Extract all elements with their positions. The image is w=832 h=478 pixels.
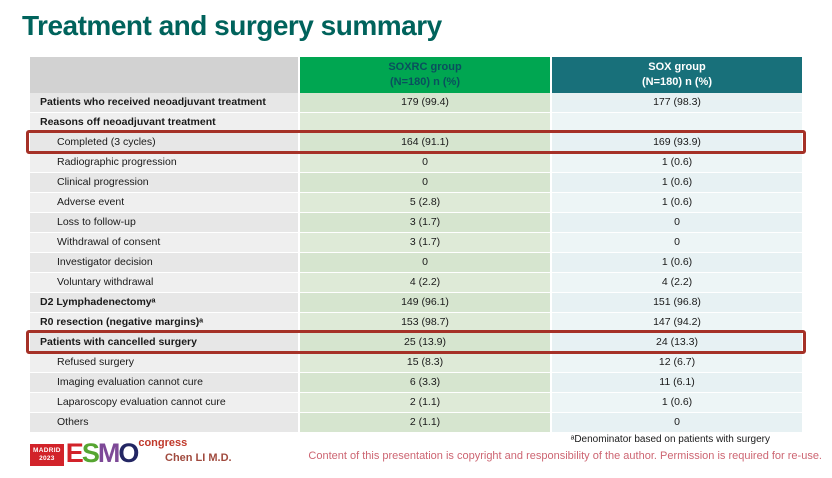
table-body: Patients who received neoadjuvant treatm… [26, 93, 806, 433]
cell-soxrc: 0 [300, 253, 552, 273]
esmo-letter-s: S [81, 438, 100, 468]
table-row: Imaging evaluation cannot cure 6 (3.3) 1… [30, 373, 802, 393]
cell-sox: 1 (0.6) [552, 153, 802, 173]
table-row: Laparoscopy evaluation cannot cure 2 (1.… [30, 393, 802, 413]
cell-soxrc: 3 (1.7) [300, 233, 552, 253]
header-soxrc-line1: SOXRC group [388, 61, 462, 74]
table-row: D2 Lymphadenectomyᵃ 149 (96.1) 151 (96.8… [30, 293, 802, 313]
table-row: Others 2 (1.1) 0 [30, 413, 802, 433]
cell-sox: 4 (2.2) [552, 273, 802, 293]
cell-soxrc: 15 (8.3) [300, 353, 552, 373]
cell-sox: 1 (0.6) [552, 393, 802, 413]
row-label: Radiographic progression [30, 153, 300, 173]
table-header: SOXRC group (N=180) n (%) SOX group (N=1… [30, 57, 802, 93]
madrid-year: 2023 [39, 455, 55, 463]
cell-sox: 24 (13.3) [552, 333, 802, 353]
row-label: Clinical progression [30, 173, 300, 193]
header-sox-group: SOX group (N=180) n (%) [552, 57, 802, 93]
congress-label: congress [138, 437, 188, 449]
cell-sox: 11 (6.1) [552, 373, 802, 393]
esmo-letter-m: M [97, 438, 120, 468]
cell-soxrc: 3 (1.7) [300, 213, 552, 233]
row-label: Reasons off neoadjuvant treatment [30, 113, 300, 133]
row-label: Refused surgery [30, 353, 300, 373]
table-row: R0 resection (negative margins)ᵃ 153 (98… [30, 313, 802, 333]
cell-sox: 0 [552, 413, 802, 433]
cell-sox: 1 (0.6) [552, 253, 802, 273]
header-sox-line1: SOX group [648, 61, 706, 74]
header-sox-line2: (N=180) n (%) [642, 76, 712, 88]
row-label: R0 resection (negative margins)ᵃ [30, 313, 300, 333]
cell-soxrc: 179 (99.4) [300, 93, 552, 113]
row-label: Patients with cancelled surgery [30, 333, 300, 353]
row-label: Loss to follow-up [30, 213, 300, 233]
cell-sox: 177 (98.3) [552, 93, 802, 113]
table-row: Adverse event 5 (2.8) 1 (0.6) [30, 193, 802, 213]
cell-soxrc: 0 [300, 153, 552, 173]
cell-sox [552, 113, 802, 133]
page-title: Treatment and surgery summary [22, 10, 442, 41]
table-row: Withdrawal of consent 3 (1.7) 0 [30, 233, 802, 253]
cell-sox: 1 (0.6) [552, 173, 802, 193]
cell-sox: 147 (94.2) [552, 313, 802, 333]
row-label: Adverse event [30, 193, 300, 213]
header-blank-cell [30, 57, 300, 93]
row-label: Voluntary withdrawal [30, 273, 300, 293]
row-label: Imaging evaluation cannot cure [30, 373, 300, 393]
table-row: Loss to follow-up 3 (1.7) 0 [30, 213, 802, 233]
cell-sox: 0 [552, 233, 802, 253]
table-row: Clinical progression 0 1 (0.6) [30, 173, 802, 193]
table-row: Completed (3 cycles) 164 (91.1) 169 (93.… [26, 130, 806, 154]
row-label: Laparoscopy evaluation cannot cure [30, 393, 300, 413]
header-soxrc-line2: (N=180) n (%) [390, 76, 460, 88]
cell-soxrc: 6 (3.3) [300, 373, 552, 393]
cell-soxrc: 164 (91.1) [300, 133, 552, 153]
summary-table: SOXRC group (N=180) n (%) SOX group (N=1… [26, 57, 806, 433]
madrid-2023-badge: MADRID 2023 [30, 444, 64, 467]
cell-soxrc: 149 (96.1) [300, 293, 552, 313]
cell-soxrc: 2 (1.1) [300, 413, 552, 433]
cell-soxrc: 153 (98.7) [300, 313, 552, 333]
table-row: Voluntary withdrawal 4 (2.2) 4 (2.2) [30, 273, 802, 293]
cell-soxrc [300, 113, 552, 133]
esmo-congress-logo: MADRID 2023 E S M O congress [30, 437, 187, 467]
cell-sox: 1 (0.6) [552, 193, 802, 213]
cell-sox: 151 (96.8) [552, 293, 802, 313]
cell-sox: 12 (6.7) [552, 353, 802, 373]
row-label: Completed (3 cycles) [30, 133, 300, 153]
table-row: Refused surgery 15 (8.3) 12 (6.7) [30, 353, 802, 373]
table-row: Investigator decision 0 1 (0.6) [30, 253, 802, 273]
cell-soxrc: 2 (1.1) [300, 393, 552, 413]
cell-soxrc: 4 (2.2) [300, 273, 552, 293]
madrid-label: MADRID [33, 447, 61, 454]
cell-soxrc: 25 (13.9) [300, 333, 552, 353]
table-footnote: ᵃDenominator based on patients with surg… [570, 434, 770, 445]
cell-soxrc: 0 [300, 173, 552, 193]
table-row: Reasons off neoadjuvant treatment [30, 113, 802, 133]
table-row: Patients with cancelled surgery 25 (13.9… [26, 330, 806, 354]
copyright-notice: Content of this presentation is copyrigh… [308, 450, 822, 462]
presenter-name: Chen LI M.D. [165, 452, 232, 464]
cell-soxrc: 5 (2.8) [300, 193, 552, 213]
cell-sox: 169 (93.9) [552, 133, 802, 153]
table-row: Radiographic progression 0 1 (0.6) [30, 153, 802, 173]
cell-sox: 0 [552, 213, 802, 233]
row-label: D2 Lymphadenectomyᵃ [30, 293, 300, 313]
row-label: Others [30, 413, 300, 433]
row-label: Investigator decision [30, 253, 300, 273]
esmo-letter-e: E [65, 438, 84, 468]
row-label: Withdrawal of consent [30, 233, 300, 253]
header-soxrc-group: SOXRC group (N=180) n (%) [300, 57, 552, 93]
row-label: Patients who received neoadjuvant treatm… [30, 93, 300, 113]
table-row: Patients who received neoadjuvant treatm… [30, 93, 802, 113]
esmo-letter-o: O [118, 438, 139, 468]
esmo-wordmark: E S M O [65, 438, 140, 468]
